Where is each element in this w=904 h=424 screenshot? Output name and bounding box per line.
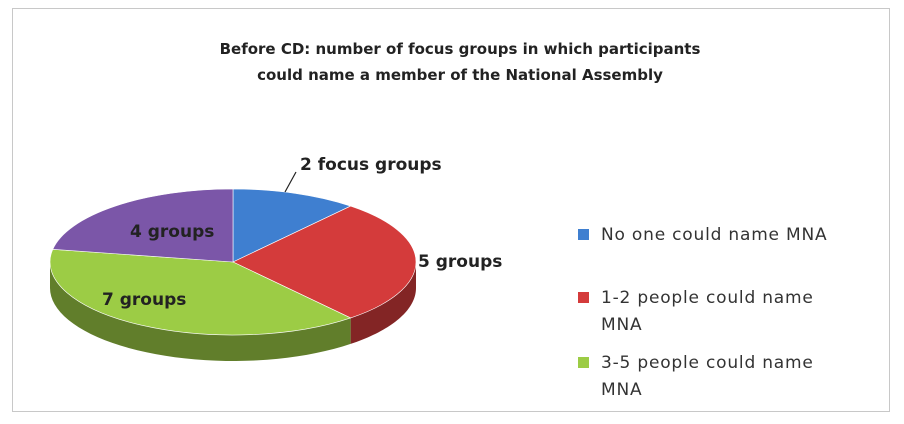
legend-swatch <box>578 292 589 303</box>
data-label: 2 focus groups <box>300 155 442 175</box>
chart-frame <box>12 8 890 412</box>
legend-label: 3-5 people could name MNA <box>601 353 814 400</box>
legend-item: No one could name MNA <box>578 222 830 249</box>
leader-line <box>284 171 297 193</box>
slice <box>49 249 352 336</box>
data-label: 7 groups <box>102 290 186 310</box>
slice-side <box>50 262 351 361</box>
slice-side <box>350 262 416 344</box>
data-label: 5 groups <box>418 252 502 272</box>
slice <box>232 188 352 263</box>
legend-swatch <box>578 357 589 368</box>
legend-label: 1-2 people could name MNA <box>601 288 814 335</box>
data-label: 4 groups <box>130 222 214 242</box>
legend-swatch <box>578 229 589 240</box>
legend-label: No one could name MNA <box>601 225 828 245</box>
chart-title: Before CD: number of focus groups in whi… <box>219 40 701 84</box>
slice <box>232 205 417 319</box>
legend-item: 1-2 people could name MNA <box>578 285 830 339</box>
legend-item: 3-5 people could name MNA <box>578 350 830 404</box>
slice <box>52 188 234 263</box>
